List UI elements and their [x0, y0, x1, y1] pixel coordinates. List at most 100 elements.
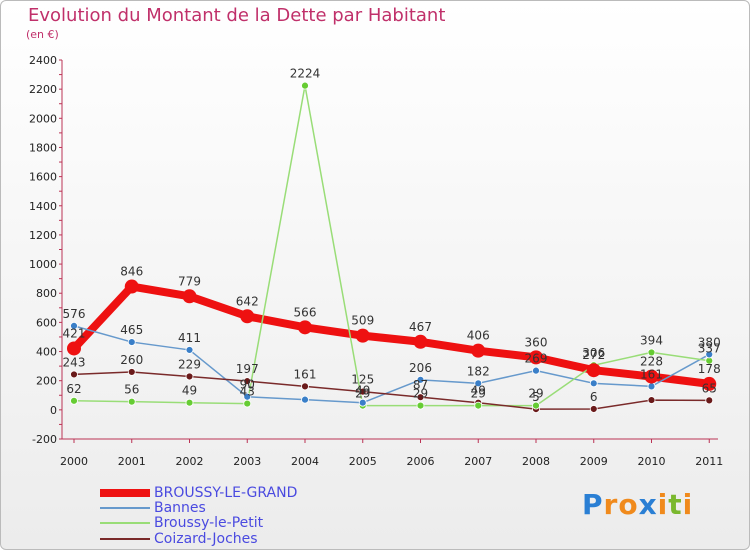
data-label: 406: [467, 329, 490, 343]
data-label: 6: [590, 390, 598, 404]
data-point: [124, 279, 139, 294]
logo-letter: P: [582, 488, 604, 521]
data-label: 29: [471, 387, 486, 401]
data-label: 269: [525, 352, 548, 366]
x-tick-label: 2006: [407, 455, 435, 468]
data-label: 2224: [290, 67, 321, 81]
data-label: 272: [582, 348, 605, 362]
data-label: 62: [66, 382, 81, 396]
data-label: 465: [120, 323, 143, 337]
legend-item: Bannes: [100, 500, 206, 516]
legend-item: Coizard-Joches: [100, 531, 258, 547]
logo-letter: t: [668, 488, 683, 521]
data-label: 65: [702, 381, 717, 395]
data-label: 56: [124, 383, 139, 397]
data-label: 779: [178, 274, 201, 288]
data-label: 5: [532, 390, 540, 404]
data-label: 29: [355, 387, 370, 401]
x-tick-label: 2002: [176, 455, 204, 468]
data-label: 49: [471, 384, 486, 398]
legend-label: Broussy-le-Petit: [154, 515, 264, 531]
legend-swatch: [100, 538, 150, 540]
data-point: [647, 348, 656, 357]
data-label: 337: [698, 342, 721, 356]
data-label: 229: [178, 357, 201, 371]
data-label: 243: [63, 355, 86, 369]
data-point: [185, 398, 194, 407]
y-tick-label: 2200: [29, 83, 57, 96]
data-point: [705, 396, 714, 405]
data-label: 360: [525, 335, 548, 349]
legend-label: Coizard-Joches: [154, 531, 258, 547]
data-label: 178: [698, 362, 721, 376]
x-tick-label: 2009: [580, 455, 608, 468]
data-point: [358, 387, 367, 396]
data-point: [127, 397, 136, 406]
legend-swatch: [100, 507, 150, 509]
data-point: [243, 399, 252, 408]
x-tick-label: 2004: [291, 455, 319, 468]
data-point: [70, 321, 78, 330]
y-tick-label: 800: [36, 287, 57, 300]
x-tick-label: 2000: [60, 455, 88, 468]
data-label: 380: [698, 335, 721, 349]
data-label: 29: [413, 387, 428, 401]
data-label: 29: [528, 387, 543, 401]
x-tick-label: 2001: [118, 455, 146, 468]
data-label: 306: [582, 346, 605, 360]
data-label: 49: [355, 384, 370, 398]
logo-letter: o: [618, 488, 639, 521]
chart-title: Evolution du Montant de la Dette par Hab…: [28, 5, 446, 26]
legend-swatch: [100, 489, 150, 497]
y-tick-label: 1000: [29, 258, 57, 271]
data-label: 90: [240, 378, 255, 392]
data-label: 161: [640, 367, 663, 381]
logo-letter: i: [657, 488, 669, 521]
y-tick-label: 1200: [29, 229, 57, 242]
legend-label: BROUSSY-LE-GRAND: [154, 485, 298, 501]
data-point: [358, 398, 367, 407]
data-label: 43: [240, 385, 255, 399]
data-label: 566: [294, 305, 317, 319]
data-point: [647, 396, 656, 404]
data-point: [705, 350, 714, 359]
data-label: 182: [467, 364, 490, 378]
data-point: [586, 363, 601, 378]
series-line: [70, 282, 714, 388]
data-point: [301, 382, 309, 391]
data-point: [70, 370, 78, 379]
legend-swatch: [100, 522, 150, 524]
data-point: [67, 341, 81, 356]
logo-letter: r: [603, 488, 619, 521]
logo-letter: x: [638, 488, 658, 521]
data-point: [240, 309, 255, 324]
data-label: 576: [63, 307, 86, 321]
data-label: 260: [120, 353, 143, 367]
x-tick-label: 2010: [638, 455, 666, 468]
data-label: 228: [640, 355, 663, 369]
proxiti-logo: Proxiti: [582, 488, 693, 521]
y-tick-label: 2000: [29, 112, 57, 125]
data-label: 206: [409, 361, 432, 375]
data-point: [127, 368, 136, 376]
data-point: [243, 392, 252, 401]
data-point: [298, 320, 312, 335]
y-tick-label: 1600: [29, 171, 57, 184]
data-label: 49: [182, 384, 197, 398]
data-label: 394: [640, 333, 663, 347]
data-point: [413, 334, 428, 349]
data-point: [243, 377, 252, 386]
data-label: 411: [178, 331, 201, 345]
unit-label: (en €): [26, 28, 59, 41]
data-point: [301, 81, 309, 90]
series-line: [73, 371, 710, 410]
data-point: [532, 401, 540, 410]
data-point: [355, 328, 370, 343]
legend-item: BROUSSY-LE-GRAND: [100, 485, 297, 501]
data-point: [589, 379, 598, 388]
data-point: [647, 382, 656, 391]
data-point: [416, 375, 425, 384]
y-tick-label: 200: [36, 375, 57, 388]
data-label: 509: [351, 314, 374, 328]
data-point: [474, 379, 483, 388]
